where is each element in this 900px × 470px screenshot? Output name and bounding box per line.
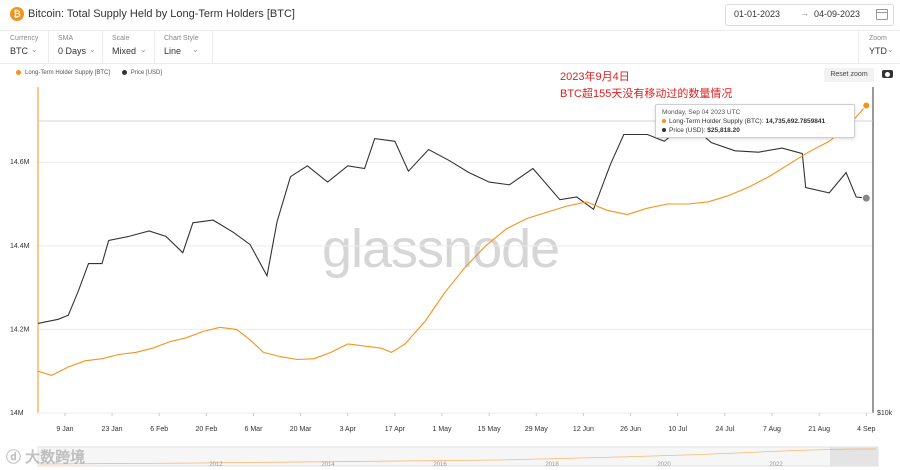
chevron-down-icon: ⌄	[192, 45, 199, 54]
x-tick-label: 21 Aug	[808, 426, 830, 433]
legend-label-lth: Long-Term Holder Supply [BTC]	[25, 70, 111, 77]
sma-value: 0 Days	[58, 46, 87, 56]
x-tick-label: 24 Jul	[716, 426, 735, 433]
tooltip-date: Monday, Sep 04 2023 UTC	[662, 109, 741, 116]
navigator-year-label: 2022	[769, 462, 783, 468]
x-tick-label: 23 Jan	[102, 426, 123, 433]
x-tick-label: 17 Apr	[385, 426, 406, 433]
watermark: glassnode	[322, 219, 560, 279]
legend-dot-price	[121, 70, 127, 75]
arrow-right-icon: →	[800, 8, 809, 18]
x-tick-label: 15 May	[478, 426, 501, 433]
date-range-picker[interactable]: 01-01-2023 → 04-09-2023	[725, 4, 894, 26]
navigator-year-label: 2016	[433, 462, 447, 468]
x-tick-label: 12 Jun	[573, 426, 594, 433]
navigator-year-label: 2020	[657, 462, 671, 468]
x-tick-label: 20 Mar	[290, 426, 312, 433]
navigator-year-label: 2012	[209, 462, 223, 468]
currency-label: Currency	[10, 35, 39, 42]
chevron-down-icon: ⌄	[31, 45, 38, 54]
camera-icon[interactable]	[882, 70, 893, 78]
series-line-price	[37, 121, 867, 324]
navigator-year-label: 2018	[545, 462, 559, 468]
legend-item-lth[interactable]: Long-Term Holder Supply [BTC]	[16, 70, 110, 76]
tooltip-row-price: Price (USD): $25,818.20	[662, 127, 740, 134]
tooltip-price-value: $25,818.20	[707, 127, 740, 134]
chevron-down-icon: ⌄	[89, 45, 96, 54]
y-right-tick-label: $10k	[877, 410, 893, 417]
chart-style-value: Line	[164, 46, 182, 56]
tooltip-price-label: Price (USD):	[669, 127, 706, 134]
sma-select[interactable]: SMA 0 Days ⌄	[48, 31, 103, 63]
sma-label: SMA	[58, 35, 74, 42]
logo-text: 大数跨境	[25, 449, 86, 466]
bitcoin-icon: ₿	[10, 7, 24, 21]
legend-item-price[interactable]: Price [USD]	[121, 70, 163, 77]
x-tick-label: 9 Jan	[56, 426, 73, 433]
date-from-field[interactable]: 01-01-2023	[734, 9, 781, 19]
currency-value: BTC	[10, 46, 28, 56]
y-tick-label: 14M	[10, 410, 24, 417]
tooltip-lth-label: Long-Term Holder Supply (BTC):	[669, 118, 764, 125]
tooltip-row-lth: Long-Term Holder Supply (BTC): 14,735,69…	[662, 118, 825, 125]
zoom-select[interactable]: Zoom YTD ⌄	[858, 31, 900, 63]
logo-watermark: ⓓ 大数跨境	[6, 449, 86, 466]
series-line-lth	[37, 105, 867, 376]
x-tick-label: 26 Jun	[620, 426, 641, 433]
x-tick-label: 6 Feb	[150, 426, 168, 433]
chevron-down-icon: ⌄	[140, 45, 147, 54]
price-endpoint-marker	[861, 193, 871, 203]
x-tick-label: 4 Sep	[857, 426, 875, 433]
y-tick-label: 14.4M	[10, 243, 30, 250]
x-tick-label: 29 May	[525, 426, 548, 433]
navigator-series-line	[39, 448, 877, 465]
hover-tooltip: Monday, Sep 04 2023 UTC Long-Term Holder…	[655, 104, 855, 138]
annotation-line-2: BTC超155天没有移动过的数量情况	[560, 88, 733, 100]
legend-dot-lth	[16, 70, 21, 75]
tooltip-dot-lth	[662, 119, 666, 124]
tooltip-lth-value: 14,735,692.7859841	[765, 118, 826, 125]
tooltip-dot-price	[662, 128, 666, 133]
y-tick-label: 14.2M	[10, 326, 30, 333]
legend-label-price: Price [USD]	[130, 70, 163, 77]
x-tick-label: 20 Feb	[195, 426, 217, 433]
x-tick-label: 3 Apr	[340, 426, 357, 433]
y-tick-label: 14.6M	[10, 159, 30, 166]
scale-value: Mixed	[112, 46, 137, 56]
chart-style-select[interactable]: Chart Style Line ⌄	[154, 31, 213, 63]
x-tick-label: 6 Mar	[245, 426, 264, 433]
x-tick-label: 7 Aug	[763, 426, 781, 433]
chart-legend: Long-Term Holder Supply [BTC] Price [USD…	[16, 70, 172, 76]
scale-select[interactable]: Scale Mixed ⌄	[102, 31, 155, 63]
calendar-icon[interactable]	[876, 9, 888, 20]
chevron-down-icon: ⌄	[887, 45, 894, 54]
navigator-year-label: 2014	[321, 462, 335, 468]
lth-endpoint-marker	[862, 101, 871, 110]
page-title: Bitcoin: Total Supply Held by Long-Term …	[28, 8, 295, 20]
zoom-value: YTD	[869, 46, 887, 56]
chart-style-label: Chart Style	[164, 35, 199, 42]
x-tick-label: 1 May	[433, 426, 453, 433]
chart-header: ₿ Bitcoin: Total Supply Held by Long-Ter…	[0, 0, 900, 30]
navigator-selection[interactable]	[830, 447, 878, 466]
zoom-label: Zoom	[869, 35, 887, 42]
scale-label: Scale	[112, 35, 130, 42]
x-tick-label: 10 Jul	[668, 426, 687, 433]
chart-controls: Currency BTC ⌄ SMA 0 Days ⌄ Scale Mixed …	[0, 30, 900, 64]
reset-zoom-button[interactable]: Reset zoom	[824, 68, 874, 82]
currency-select[interactable]: Currency BTC ⌄	[0, 31, 49, 63]
date-to-field[interactable]: 04-09-2023	[814, 9, 861, 19]
annotation-line-1: 2023年9月4日	[560, 71, 630, 83]
